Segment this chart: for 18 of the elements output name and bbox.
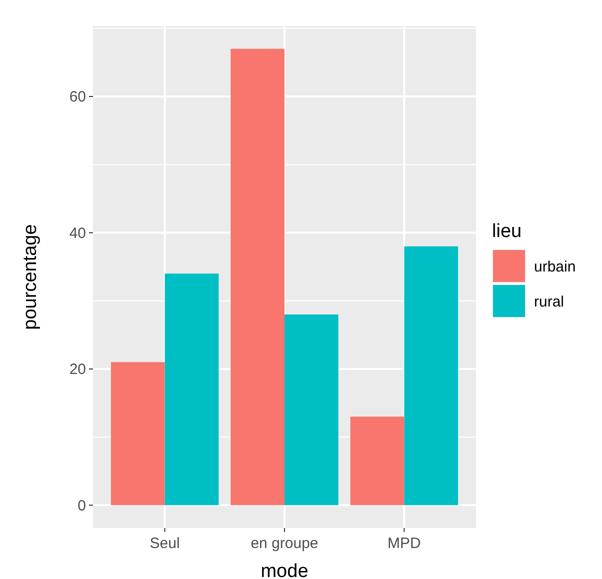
y-tick-label: 40 [69,224,86,242]
x-tick-label: MPD [388,535,422,552]
x-axis-title: mode [260,561,308,579]
y-tick-label: 20 [69,361,86,378]
x-tick-label: en groupe [250,535,318,552]
y-axis-title: pourcentage [20,224,41,330]
legend-title: lieu [492,221,522,242]
bar [350,416,404,506]
y-tick-label: 60 [69,88,86,106]
y-tick-label: 0 [78,497,86,514]
bar [230,48,284,506]
bar [284,314,338,506]
bar [164,274,219,506]
x-tick-label: Seul [150,535,180,552]
bar [404,246,458,506]
legend-label: urbain [534,258,576,276]
legend-label: rural [534,293,564,310]
bar [110,362,165,506]
